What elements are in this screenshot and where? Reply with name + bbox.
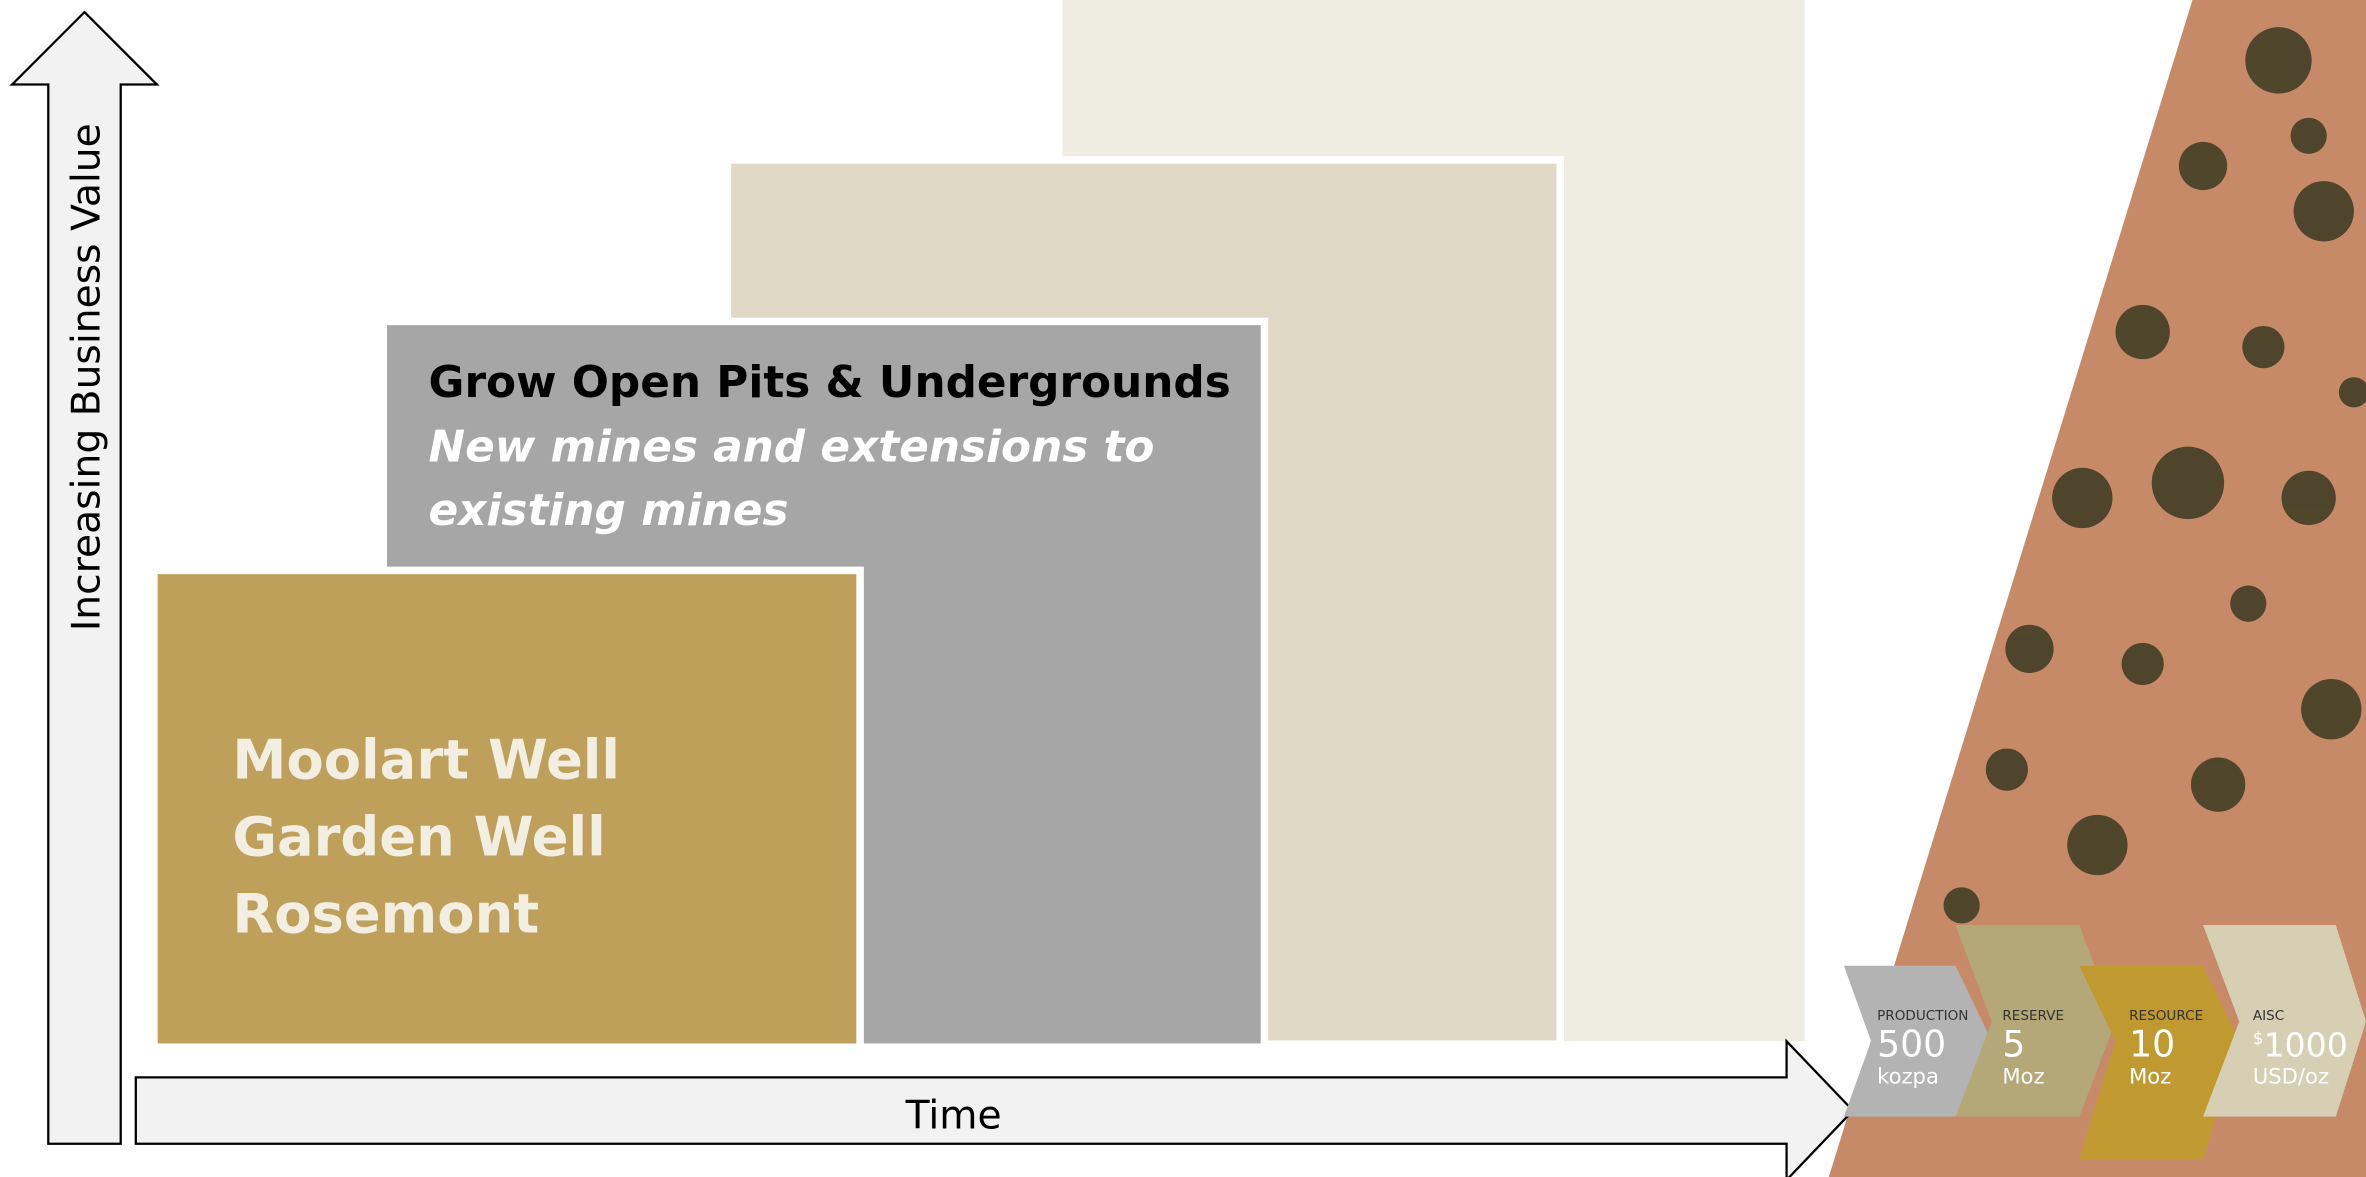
block-line: Rosemont (232, 883, 539, 946)
chevron (1955, 924, 2116, 1117)
metric-value: 5 (2002, 1022, 2025, 1065)
block-title: Grow Open Pits & Undergrounds (429, 357, 1231, 408)
aerial-photo (1828, 0, 2366, 1177)
chevron (1843, 965, 1992, 1117)
metric-label: RESOURCE (2129, 1008, 2203, 1024)
metric-unit: kozpa (1877, 1063, 1939, 1088)
block-subtitle: New mines and extensions to (429, 422, 1155, 473)
x-axis-arrow (134, 1038, 1855, 1177)
metric-unit: Moz (2129, 1063, 2171, 1088)
chevron (2203, 924, 2366, 1117)
block-subtitle: existing mines (429, 485, 789, 536)
metric-value: 500 (1877, 1022, 1946, 1065)
x-axis-label: Time (905, 1094, 1002, 1139)
y-axis-label: Increasing Business Value (65, 123, 110, 631)
metric-unit: Moz (2002, 1063, 2044, 1088)
y-axis-arrow (9, 10, 160, 1145)
metric-label: AISC (2253, 1008, 2284, 1024)
block-line: Moolart Well (232, 729, 620, 792)
metric-label: PRODUCTION (1877, 1008, 1968, 1024)
block-1 (150, 566, 864, 1051)
metric-value: 1000 (2263, 1025, 2347, 1064)
chevron (2079, 965, 2240, 1159)
metric-currency: $ (2253, 1029, 2264, 1048)
metric-value: 10 (2129, 1022, 2175, 1065)
metric-label: RESERVE (2002, 1008, 2064, 1024)
block-line: Garden Well (232, 806, 605, 869)
metric-unit: USD/oz (2253, 1063, 2329, 1088)
